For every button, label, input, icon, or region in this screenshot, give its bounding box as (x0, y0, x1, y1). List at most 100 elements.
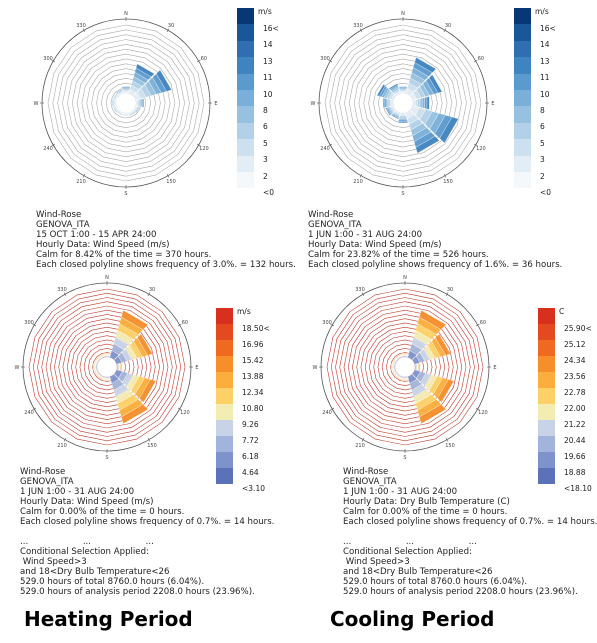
legend-swatch (237, 106, 254, 123)
petal-S (399, 115, 407, 118)
petal-S (398, 116, 408, 119)
calm-circle (115, 92, 137, 114)
info-line: Wind-Rose (308, 210, 354, 220)
legend-label: 23.56 (564, 372, 586, 381)
frequency-ring (62, 322, 152, 412)
legend-swatch (514, 90, 531, 107)
info-line: GENOVA_ITA (308, 220, 362, 230)
direction-label: 240 (320, 146, 330, 152)
petal-150 (128, 110, 134, 114)
petal-60 (412, 356, 421, 365)
legend-label: 19.66 (564, 452, 586, 461)
frequency-ring (356, 318, 454, 416)
frequency-ring (343, 305, 467, 429)
petal-150 (407, 374, 418, 384)
direction-tick (32, 323, 37, 327)
legend-label: 12.34 (242, 388, 264, 397)
petal-60 (133, 92, 142, 101)
wind-rose-panel-heating-selection: N 30 60 E 120 150 S 210 240 W 300 330 m/s 18.50< 16.9… (0, 275, 298, 610)
legend-label: 2 (540, 171, 545, 181)
legend-swatch (538, 324, 555, 341)
petal-300 (115, 95, 119, 101)
legend-label: 6 (540, 122, 545, 132)
petal-210 (397, 374, 403, 378)
frequency-ring (360, 322, 450, 412)
legend-swatch (538, 372, 555, 389)
petal-S (397, 121, 409, 123)
info-line: Hourly Data: Wind Speed (m/s) (20, 497, 154, 507)
direction-label: 330 (355, 287, 365, 293)
petal-300 (96, 359, 100, 365)
petal-W (391, 100, 394, 106)
direction-tick (82, 173, 86, 178)
petal-E (136, 99, 139, 107)
direction-label: N (124, 11, 128, 17)
wind-rose-panel-heating-speed: N 30 60 E 120 150 S 210 240 W 300 330 m/s 16< 14 13 11 1… (0, 0, 298, 300)
frequency-ring (334, 34, 472, 172)
info-line: Calm for 23.82% of the time = 526 hours. (308, 250, 489, 260)
info-line: GENOVA_ITA (343, 477, 397, 487)
petal-300 (394, 359, 398, 365)
legend-label: <18.10 (564, 484, 592, 493)
direction-label: 150 (147, 443, 157, 449)
direction-label: 300 (24, 320, 34, 326)
petal-W (383, 97, 385, 109)
direction-label: E (493, 365, 496, 371)
legend-label: 11 (263, 73, 273, 83)
direction-tick (443, 28, 447, 33)
info-line: Each closed polyline shows frequency of … (308, 260, 563, 270)
legend-swatch (514, 122, 531, 140)
info-line: Wind Speed>3 (343, 557, 410, 567)
legend-swatch (216, 372, 233, 389)
legend-label: <0 (540, 188, 552, 197)
outer-circle (22, 282, 192, 452)
frequency-ring (32, 292, 182, 442)
petal-30 (128, 88, 137, 96)
petal-240 (115, 105, 119, 111)
frequency-ring (62, 39, 190, 167)
legend-swatch (216, 388, 233, 405)
legend-label: 9.26 (242, 420, 259, 429)
petal-120 (412, 369, 421, 379)
info-line: ... ... ... (20, 537, 154, 547)
petal-E (419, 98, 423, 108)
legend-label: 16< (540, 24, 556, 33)
petal-300 (390, 94, 396, 101)
frequency-ring (54, 314, 160, 420)
info-line: and 18<Dry Bulb Temperature<26 (343, 567, 493, 577)
legend-swatch (216, 308, 233, 325)
frequency-ring (364, 326, 446, 408)
legend-swatch (538, 452, 555, 469)
petal-60 (410, 92, 418, 101)
info-line: 529.0 hours of total 8760.0 hours (6.04%… (343, 577, 528, 587)
legend-swatch (538, 388, 555, 405)
direction-label: 120 (478, 410, 488, 416)
petal-E (137, 99, 140, 107)
frequency-ring (91, 68, 161, 138)
petal-E (414, 364, 416, 370)
petal-150 (109, 374, 120, 384)
frequency-ring (83, 343, 131, 391)
wind-rose-panel-cooling-speed: N 30 60 E 120 150 S 210 240 W 300 330 m/s 16< 14 13 11 1… (298, 0, 597, 300)
direction-tick (443, 173, 447, 178)
frequency-ring (381, 343, 429, 391)
direction-label: 300 (322, 320, 332, 326)
info-line: 529.0 hours of analysis period 2208.0 ho… (343, 587, 578, 597)
direction-tick (330, 323, 335, 327)
petal-W (96, 364, 98, 370)
petal-120 (410, 105, 420, 116)
petal-E (141, 98, 143, 108)
frequency-ring (339, 301, 471, 433)
legend-unit: C (559, 307, 565, 316)
info-line: Hourly Data: Wind Speed (m/s) (308, 240, 442, 250)
legend-unit: m/s (258, 7, 272, 16)
legend-label: 22.00 (564, 404, 586, 413)
direction-label: W (313, 365, 318, 371)
info-line: Calm for 8.42% of the time = 370 hours. (36, 250, 212, 260)
legend-label: 4.64 (242, 468, 259, 477)
legend-label: 16< (263, 24, 279, 33)
direction-label: S (403, 455, 406, 461)
direction-label: 330 (353, 23, 363, 29)
info-line: Each closed polyline shows frequency of … (20, 517, 275, 527)
legend-swatch (514, 172, 531, 189)
